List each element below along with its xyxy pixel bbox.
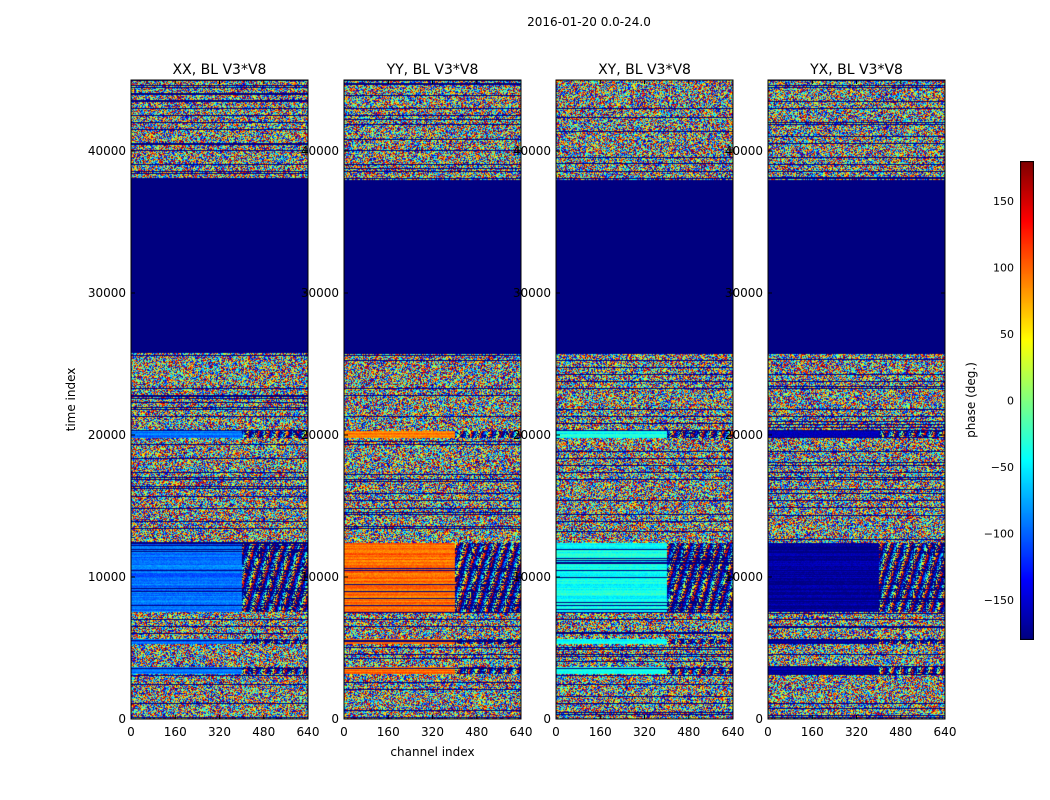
heatmap-image (768, 80, 945, 719)
x-tick-label: 0 (552, 725, 560, 739)
y-tick-label: 40000 (301, 144, 339, 158)
x-tick-label: 480 (465, 725, 488, 739)
y-tick-label: 40000 (88, 144, 126, 158)
y-tick-label: 30000 (88, 286, 126, 300)
x-tick-label: 640 (510, 725, 533, 739)
x-tick-label: 320 (421, 725, 444, 739)
x-tick-label: 160 (377, 725, 400, 739)
x-tick-label: 160 (164, 725, 187, 739)
y-tick-label: 0 (543, 712, 551, 726)
x-tick-label: 320 (633, 725, 656, 739)
y-axis-label: time index (64, 368, 78, 432)
x-axis-label: channel index (390, 745, 474, 759)
colorbar-tick-label: −50 (991, 461, 1014, 474)
x-tick-label: 320 (845, 725, 868, 739)
x-tick-label: 320 (208, 725, 231, 739)
x-tick-label: 160 (801, 725, 824, 739)
subplot-4: YX, BL V3*V8 0 160 320 480 640 0 10000 20000 3000… (725, 62, 957, 739)
y-tick-label: 20000 (513, 428, 551, 442)
colorbar-gradient (1020, 161, 1034, 640)
heatmap-canvas (131, 80, 308, 719)
y-tick-label: 0 (755, 712, 763, 726)
x-tick-label: 640 (934, 725, 957, 739)
y-tick-label: 10000 (88, 570, 126, 584)
subplot-title: YX, BL V3*V8 (809, 62, 903, 78)
subplot-3: XY, BL V3*V8 0 160 320 480 640 0 10000 20000 3000… (513, 62, 745, 739)
colorbar-label: phase (deg.) (964, 362, 978, 438)
x-tick-label: 160 (589, 725, 612, 739)
y-tick-label: 40000 (513, 144, 551, 158)
x-tick-label: 640 (722, 725, 745, 739)
x-tick-label: 0 (340, 725, 348, 739)
subplot-title: YY, BL V3*V8 (386, 62, 479, 78)
y-tick-label: 0 (331, 712, 339, 726)
heatmap-image (556, 80, 733, 719)
y-tick-label: 10000 (725, 570, 763, 584)
y-tick-label: 30000 (725, 286, 763, 300)
y-tick-label: 30000 (301, 286, 339, 300)
heatmap-image (131, 80, 308, 719)
colorbar-tick-label: 0 (1007, 395, 1014, 408)
subplot-title: XY, BL V3*V8 (598, 62, 691, 78)
x-tick-label: 0 (764, 725, 772, 739)
heatmap-image (344, 80, 521, 719)
x-tick-label: 480 (252, 725, 275, 739)
subplot-title: XX, BL V3*V8 (173, 62, 267, 78)
colorbar-tick-label: 100 (993, 261, 1014, 274)
y-tick-label: 20000 (88, 428, 126, 442)
y-tick-label: 10000 (301, 570, 339, 584)
x-tick-label: 480 (677, 725, 700, 739)
colorbar-tick-label: −100 (984, 528, 1014, 541)
heatmap-canvas (768, 80, 945, 719)
subplot-1: XX, BL V3*V8 0 160 320 480 640 0 10000 20000 3000… (64, 62, 319, 739)
colorbar-tick-label: 150 (993, 195, 1014, 208)
y-tick-label: 30000 (513, 286, 551, 300)
heatmap-canvas (344, 80, 521, 719)
colorbar-tick-label: −150 (984, 594, 1014, 607)
y-tick-label: 10000 (513, 570, 551, 584)
subplot-2: YY, BL V3*V8 0 160 320 480 640 0 10000 20000 3000… (301, 62, 533, 759)
y-tick-label: 20000 (725, 428, 763, 442)
x-tick-label: 640 (297, 725, 320, 739)
figure-suptitle: 2016-01-20 0.0-24.0 (527, 15, 651, 29)
y-tick-label: 20000 (301, 428, 339, 442)
colorbar-tick-label: 50 (1000, 328, 1014, 341)
heatmap-canvas (556, 80, 733, 719)
x-tick-label: 480 (889, 725, 912, 739)
y-tick-label: 40000 (725, 144, 763, 158)
x-tick-label: 0 (127, 725, 135, 739)
y-tick-label: 0 (118, 712, 126, 726)
